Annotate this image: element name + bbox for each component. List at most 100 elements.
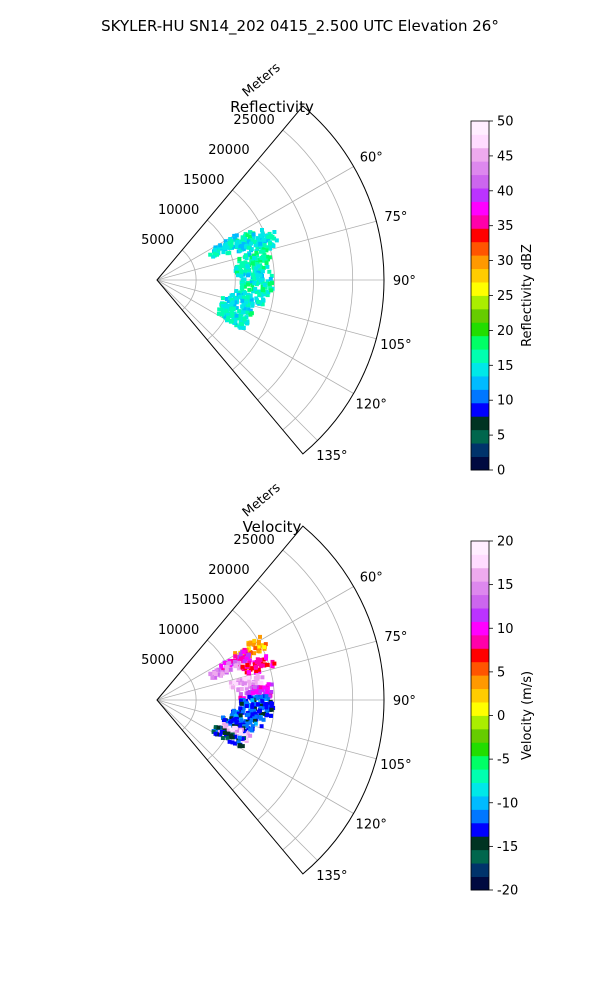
echo-cell [227,658,232,663]
echo-cell [242,681,247,686]
echo-cell [221,250,226,255]
echo-cell [261,247,266,252]
colorbar-tick-label: 45 [497,149,514,164]
echo-cell [224,665,229,669]
echo-cell [223,239,228,244]
range-tick-label: 20000 [208,143,249,158]
echo-cell [253,718,258,723]
echo-cell [243,728,248,733]
echo-cell [245,263,250,268]
echo-cell [223,661,228,665]
colorbar-tick-label: 35 [497,219,514,234]
azimuth-spoke [156,279,377,340]
echo-cell [266,290,271,295]
echo-cell [260,269,265,274]
echo-cell [255,247,260,251]
echo-cell [234,266,239,271]
echo-cell [230,735,235,740]
echo-cell [220,296,225,301]
echo-cell [254,261,259,266]
echo-cell [219,666,224,671]
echo-cell [265,279,270,284]
echo-cell [241,706,246,711]
colorbar-segment [471,581,489,596]
echo-cell [242,659,247,664]
echo-cell [246,302,250,307]
echo-cell [258,700,263,705]
echo-cell [258,712,263,716]
echo-cell [229,306,234,311]
echo-cell [260,675,265,680]
echo-cell [239,656,243,661]
colorbar-segment [471,402,489,417]
echo-cell [244,704,249,709]
echo-cell [259,256,264,260]
echo-cell [213,729,218,734]
echo-cell [233,717,238,722]
echo-cell [251,232,256,237]
echo-cell [260,302,265,307]
colorbar-segment [471,809,489,824]
echo-cell [242,316,247,321]
colorbar-segment [471,621,489,636]
colorbar-segment [471,456,489,471]
echo-cell [267,241,272,246]
colorbar-tick-label: 5 [497,665,505,680]
colorbar-tick-label: 20 [497,324,514,339]
echo-cell [268,286,273,290]
colorbar-segment [471,161,489,176]
echo-cell [247,267,251,272]
panel-title: Velocity [243,518,302,536]
echo-cell [249,238,254,243]
echo-cell [265,254,269,259]
colorbar-tick-label: 25 [497,289,514,304]
echo-cell [267,255,272,260]
echo-cell [228,237,233,241]
echo-cell [257,289,262,294]
colorbar-segment [471,188,489,202]
colorbar-segment [471,541,489,555]
echo-cell [265,686,270,691]
echo-cell [252,651,257,656]
echo-cell [241,650,246,655]
echo-cell [248,308,253,313]
colorbar-segment [471,255,489,270]
colorbar-segment [471,376,489,390]
echo-cell [258,278,263,283]
echo-cell [238,294,242,299]
colorbar-segment [471,688,489,703]
colorbar-segment [471,608,489,622]
colorbar-segment [471,675,489,690]
azimuth-spoke [156,279,354,394]
echo-cell [231,685,235,690]
echo-cell [232,708,237,713]
colorbar-tick-label: 30 [497,254,514,269]
echo-cell [240,263,244,268]
echo-cell [214,668,219,673]
colorbar-segment [471,822,489,837]
echo-cell [229,293,234,298]
echo-cell [239,701,244,706]
echo-cell [240,736,245,741]
echo-cell [241,310,246,315]
colorbar-segment [471,214,489,229]
colorbar-tick-label: -20 [497,884,518,899]
colorbar-segment [471,416,489,431]
echo-cell [244,686,249,691]
echo-cell [265,237,270,242]
echo-cell [260,228,264,232]
azimuth-tick-label: 105° [380,338,411,353]
colorbar-segment [471,863,489,877]
echo-cell [255,696,260,701]
colorbar-tick-label: 5 [497,429,505,444]
echo-cell [248,708,253,713]
echo-cell [243,266,248,271]
echo-cell [258,708,262,713]
colorbar-segment [471,121,489,135]
echo-cell [239,261,244,266]
echo-cell [226,315,231,320]
echo-cell [265,712,270,717]
echo-cell [254,272,259,277]
colorbar-tick-label: 15 [497,359,514,374]
